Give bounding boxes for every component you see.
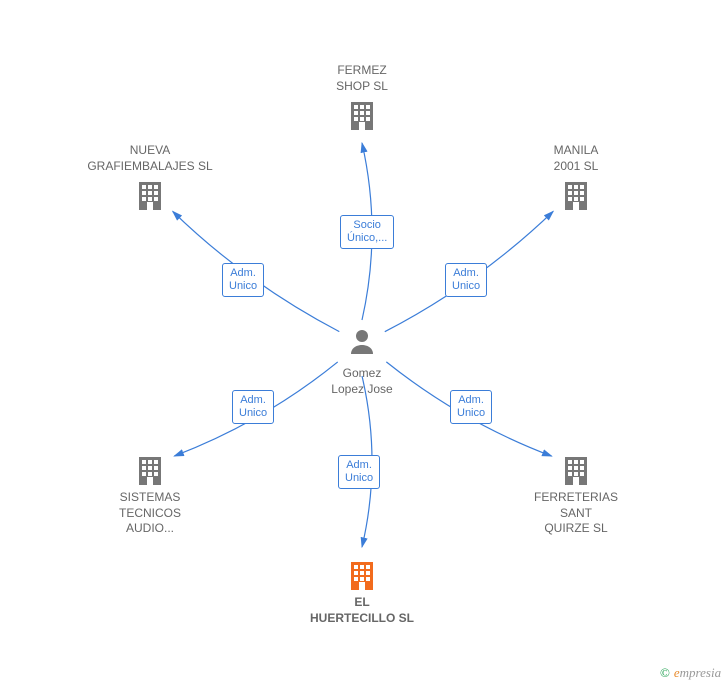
building-icon [351, 562, 373, 590]
building-icon [139, 182, 161, 210]
building-icon [565, 182, 587, 210]
building-icon [351, 102, 373, 130]
building-icon [139, 457, 161, 485]
watermark-rest: mpresia [680, 665, 721, 680]
watermark: ©empresia [660, 665, 721, 681]
node-label: SISTEMAS TECNICOS AUDIO... [75, 490, 225, 537]
edge-label: Socio Único,... [340, 215, 394, 249]
edge-label: Adm. Unico [338, 455, 380, 489]
node-label: NUEVA GRAFIEMBALAJES SL [75, 143, 225, 174]
node-label: EL HUERTECILLO SL [287, 595, 437, 626]
building-icon [565, 457, 587, 485]
copyright-symbol: © [660, 665, 670, 680]
center-node-label: Gomez Lopez Jose [312, 366, 412, 397]
edge-label: Adm. Unico [445, 263, 487, 297]
person-icon [351, 330, 373, 354]
node-label: FERRETERIAS SANT QUIRZE SL [501, 490, 651, 537]
edge-label: Adm. Unico [450, 390, 492, 424]
node-label: MANILA 2001 SL [501, 143, 651, 174]
edge-label: Adm. Unico [232, 390, 274, 424]
network-diagram [0, 0, 728, 685]
edge-label: Adm. Unico [222, 263, 264, 297]
node-label: FERMEZ SHOP SL [287, 63, 437, 94]
